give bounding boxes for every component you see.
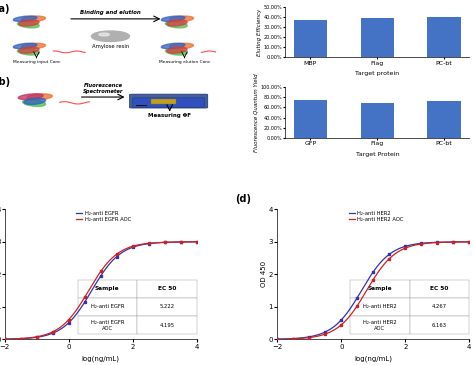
Bar [428, 101, 461, 138]
Legend: H₂-anti HER2, H₂-anti HER2 AOC: H₂-anti HER2, H₂-anti HER2 AOC [347, 209, 405, 223]
FancyBboxPatch shape [133, 98, 205, 107]
Ellipse shape [13, 16, 37, 22]
Legend: H₂-anti EGFR, H₂-anti EGFR AOC: H₂-anti EGFR, H₂-anti EGFR AOC [74, 209, 132, 223]
Circle shape [99, 33, 109, 36]
FancyBboxPatch shape [136, 104, 147, 106]
Text: Binding and elution: Binding and elution [80, 11, 141, 15]
Ellipse shape [13, 43, 37, 49]
Ellipse shape [24, 98, 46, 104]
Y-axis label: Eluting Efficiency: Eluting Efficiency [257, 9, 262, 56]
Ellipse shape [167, 20, 187, 26]
Text: Fluorescence
Spectrometer: Fluorescence Spectrometer [83, 83, 123, 94]
Text: Measuring input Conc: Measuring input Conc [13, 60, 60, 64]
Ellipse shape [21, 43, 46, 49]
X-axis label: Target Protein: Target Protein [356, 151, 399, 157]
Bar [361, 104, 394, 138]
Ellipse shape [161, 43, 185, 49]
Text: Measuring ΦF: Measuring ΦF [148, 113, 191, 118]
Ellipse shape [23, 100, 46, 107]
Ellipse shape [167, 47, 187, 53]
Text: (d): (d) [235, 194, 251, 204]
Ellipse shape [21, 16, 46, 22]
X-axis label: Target protein: Target protein [355, 72, 400, 76]
Ellipse shape [18, 49, 39, 55]
Bar [361, 18, 394, 57]
Ellipse shape [161, 16, 185, 22]
Ellipse shape [19, 47, 39, 53]
Bar [428, 17, 461, 57]
Ellipse shape [27, 94, 52, 100]
Ellipse shape [18, 22, 39, 28]
X-axis label: log(ng/mL): log(ng/mL) [82, 355, 120, 362]
Circle shape [91, 31, 129, 42]
Text: Amylose resin: Amylose resin [92, 44, 129, 49]
Text: Measuring elution Conc: Measuring elution Conc [159, 60, 210, 64]
Ellipse shape [170, 43, 193, 49]
FancyBboxPatch shape [129, 94, 208, 108]
Ellipse shape [19, 20, 39, 26]
Ellipse shape [165, 22, 187, 28]
Y-axis label: Fluorescence Quantum Yield: Fluorescence Quantum Yield [254, 73, 259, 152]
X-axis label: log(ng/mL): log(ng/mL) [354, 355, 392, 362]
Y-axis label: OD 450: OD 450 [261, 261, 267, 287]
Ellipse shape [170, 16, 193, 22]
Ellipse shape [165, 49, 187, 55]
Ellipse shape [18, 94, 43, 100]
Text: (b): (b) [0, 77, 10, 87]
FancyBboxPatch shape [151, 99, 176, 104]
Bar [294, 100, 327, 138]
Bar [294, 20, 327, 57]
Text: (a): (a) [0, 4, 9, 14]
